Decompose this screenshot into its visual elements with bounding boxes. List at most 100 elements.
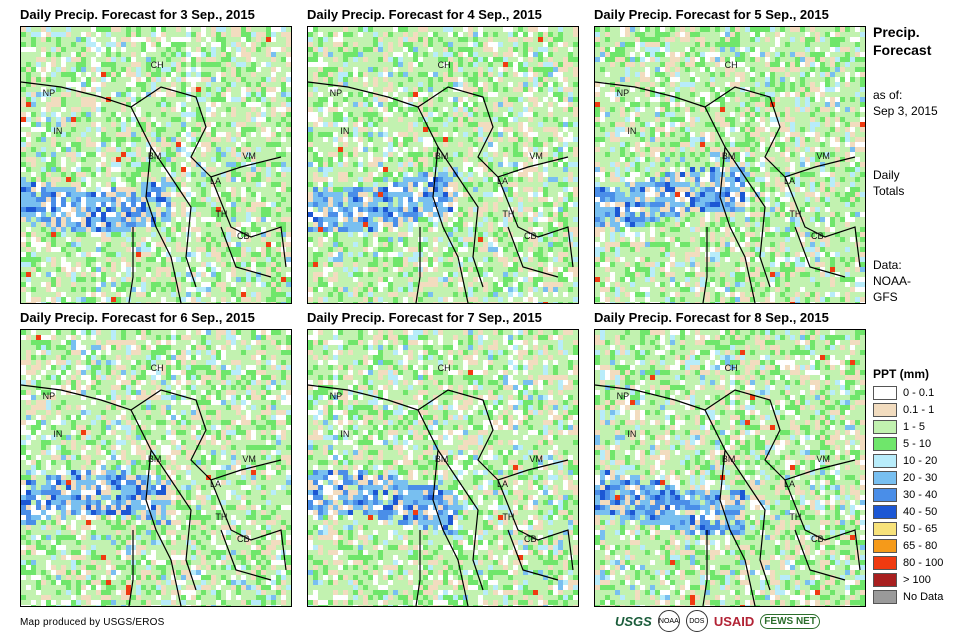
boundary-line	[210, 479, 287, 571]
totals-label: Daily Totals	[873, 167, 904, 199]
boundary-line	[220, 529, 272, 581]
boundary-line	[724, 146, 771, 288]
country-label: CB	[811, 231, 824, 242]
panel-title: Daily Precip. Forecast for 3 Sep., 2015	[20, 7, 255, 22]
boundary-line	[497, 479, 574, 571]
data-line1: Data:	[873, 258, 902, 272]
boundary-line	[702, 530, 708, 606]
country-label: CB	[237, 231, 250, 242]
country-label: NP	[329, 87, 343, 98]
country-label: IN	[340, 126, 350, 137]
legend-label: 30 - 40	[903, 488, 938, 501]
boundary-line	[130, 86, 282, 178]
legend-item: 0.1 - 1	[873, 401, 943, 418]
logo-strip: USGS NOAA DOS USAID FEWS NET	[615, 609, 820, 633]
legend-swatch	[873, 589, 897, 604]
boundary-line	[784, 479, 861, 571]
panel-title: Daily Precip. Forecast for 7 Sep., 2015	[307, 310, 542, 325]
boundary-line	[210, 176, 287, 268]
legend-swatch	[873, 538, 897, 553]
country-label: CH	[150, 363, 164, 374]
country-label: BM	[147, 454, 162, 465]
legend-item: 65 - 80	[873, 537, 943, 554]
boundary-line	[417, 389, 569, 481]
country-label: BM	[721, 454, 736, 465]
country-label: LA	[784, 176, 796, 187]
boundary-line	[507, 529, 559, 581]
country-label: BM	[721, 151, 736, 162]
country-label: NP	[329, 390, 343, 401]
data-line3: GFS	[873, 290, 898, 304]
country-label: VM	[529, 454, 543, 465]
boundary-line	[794, 529, 846, 581]
legend-label: 0.1 - 1	[903, 403, 935, 416]
precip-field	[308, 27, 578, 303]
country-label: BM	[434, 151, 449, 162]
country-label: CH	[437, 363, 451, 374]
boundary-line	[150, 146, 197, 288]
legend-swatch	[873, 572, 897, 587]
fews-net-logo: FEWS NET	[760, 613, 820, 629]
precip-map: CH NP IN BM LA VM TH CB	[307, 329, 579, 607]
as-of-line1: as of:	[873, 88, 903, 102]
country-label: CB	[524, 231, 537, 242]
precip-map: CH NP IN BM LA VM TH CB	[20, 26, 292, 304]
country-label: VM	[816, 454, 830, 465]
country-label: TH	[215, 209, 228, 220]
country-label: NP	[42, 390, 56, 401]
legend-item: 10 - 20	[873, 452, 943, 469]
country-label: CH	[724, 60, 738, 71]
country-label: LA	[497, 176, 509, 187]
boundary-line	[704, 86, 856, 178]
country-label: LA	[210, 479, 222, 490]
sidebar-title-line2: Forecast	[873, 42, 932, 58]
legend-label: 20 - 30	[903, 471, 938, 484]
legend-swatch	[873, 487, 897, 502]
boundary-line	[415, 227, 421, 303]
legend-item: 0 - 0.1	[873, 384, 943, 401]
legend-item: 80 - 100	[873, 554, 943, 571]
sidebar-title: Precip. Forecast	[873, 23, 931, 59]
usgs-logo: USGS	[615, 613, 652, 629]
boundary-line	[128, 530, 134, 606]
precip-field	[21, 27, 291, 303]
data-line2: NOAA-	[873, 274, 912, 288]
country-label: VM	[816, 151, 830, 162]
country-label: TH	[215, 512, 228, 523]
legend-swatch	[873, 436, 897, 451]
country-label: CB	[237, 534, 250, 545]
country-label: BM	[434, 454, 449, 465]
sidebar-title-line1: Precip.	[873, 24, 920, 40]
legend-label: 50 - 65	[903, 522, 938, 535]
legend-item: 50 - 65	[873, 520, 943, 537]
legend-swatch	[873, 555, 897, 570]
country-label: IN	[53, 429, 63, 440]
boundary-line	[497, 176, 574, 268]
country-label: LA	[784, 479, 796, 490]
legend-label: > 100	[903, 573, 931, 586]
boundary-line	[130, 389, 282, 481]
panel-title: Daily Precip. Forecast for 8 Sep., 2015	[594, 310, 829, 325]
panel-title: Daily Precip. Forecast for 4 Sep., 2015	[307, 7, 542, 22]
boundary-line	[437, 146, 484, 288]
legend-item: 30 - 40	[873, 486, 943, 503]
precip-field	[595, 330, 865, 606]
noaa-logo: NOAA	[657, 610, 680, 632]
usaid-logo: USAID	[713, 613, 755, 629]
totals-line2: Totals	[873, 184, 905, 198]
precip-field	[595, 27, 865, 303]
legend-swatch	[873, 419, 897, 434]
country-label: CH	[150, 60, 164, 71]
country-label: TH	[502, 512, 515, 523]
dos-logo: DOS	[685, 610, 708, 632]
country-label: CH	[437, 60, 451, 71]
legend-label: 5 - 10	[903, 437, 932, 450]
boundary-line	[507, 226, 559, 278]
boundary-line	[128, 227, 134, 303]
country-label: VM	[242, 151, 256, 162]
legend: 0 - 0.1 0.1 - 1 1 - 5 5 - 10 10 - 20 20 - 30 3…	[873, 384, 943, 605]
country-label: IN	[340, 429, 350, 440]
legend-item: 5 - 10	[873, 435, 943, 452]
boundary-line	[724, 449, 771, 591]
precip-map: CH NP IN BM LA VM TH CB	[594, 329, 866, 607]
